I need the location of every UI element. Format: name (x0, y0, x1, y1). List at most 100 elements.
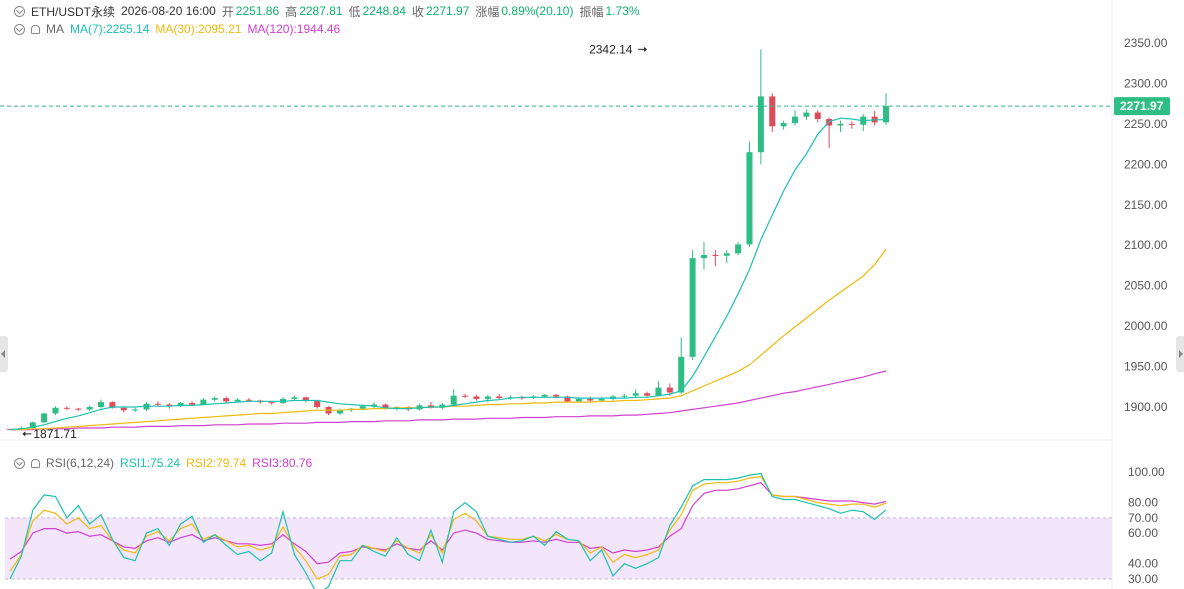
datetime-label: 2026-08-20 16:00 (121, 4, 216, 18)
rsi-tick-label: 40.00 (1128, 557, 1158, 571)
candle-body (189, 402, 196, 405)
open-label: 开 (221, 4, 234, 19)
candle-body (98, 402, 105, 407)
candle-body (769, 96, 776, 127)
low-label: 低 (348, 4, 361, 19)
marker-layer: 2271.97 2342.14 1871.71 (0, 42, 1170, 441)
candle-body (530, 396, 537, 399)
candle-body (177, 402, 184, 407)
candle-body (325, 407, 332, 414)
current-price-label: 2271.97 (1120, 99, 1164, 113)
close-label: 收 (411, 4, 424, 19)
candle-body (393, 407, 400, 409)
high-label: 高 (285, 4, 298, 19)
candle-body (609, 396, 616, 399)
price-tick-label: 2000.00 (1124, 319, 1168, 333)
candle-body (166, 404, 173, 407)
ma7-legend: MA(7):2255.14 (70, 22, 150, 36)
candle-body (405, 407, 412, 410)
candle-body (700, 254, 707, 259)
high-value: 2287.81 (299, 4, 343, 18)
rsi-tick-label: 80.00 (1128, 496, 1158, 510)
open-value: 2251.86 (235, 4, 280, 18)
candle-body (826, 119, 833, 126)
candle-body (223, 398, 230, 402)
rsi-tick-label: 70.00 (1128, 511, 1158, 525)
candle-body (382, 404, 389, 409)
ma120-line (10, 370, 887, 431)
candle-body (211, 398, 218, 400)
change-value: 0.89%(20.10) (501, 4, 574, 18)
candle-body (735, 244, 742, 254)
candle-body (644, 393, 651, 396)
grid-layer (0, 0, 1113, 589)
candle-body (837, 123, 844, 126)
candle-body (723, 253, 730, 256)
close-value: 2271.97 (426, 4, 470, 18)
rsi-collapse-icon[interactable] (14, 457, 25, 469)
rsi-legend: RSI(6,12,24) RSI1:75.24 RSI2:79.74 RSI3:… (14, 454, 318, 472)
candle-body (52, 407, 59, 414)
candle-body (29, 422, 36, 429)
candle-body (41, 413, 48, 423)
candle-body (780, 123, 787, 127)
candle-body (109, 402, 116, 408)
candle-body (814, 112, 821, 120)
candle-body (63, 407, 70, 409)
scroll-left-button[interactable] (0, 336, 8, 372)
ma30-legend: MA(30):2095.21 (155, 22, 242, 36)
candle-body (757, 96, 764, 153)
rsi-bell-icon[interactable] (31, 458, 40, 468)
candle-body (143, 403, 150, 410)
candle-body (359, 406, 366, 409)
candle-body (450, 395, 457, 405)
ma-collapse-icon[interactable] (14, 23, 25, 35)
bell-icon[interactable] (31, 24, 40, 34)
rsi-band (5, 517, 1112, 579)
high-marker-arrowhead (644, 46, 648, 52)
candle-body (575, 398, 582, 402)
symbol-label: ETH/USDT永续 (31, 4, 116, 19)
price-tick-label: 2200.00 (1124, 157, 1168, 171)
rsi2-line (9, 475, 887, 580)
rsi-tick-label: 30.00 (1128, 572, 1158, 586)
candle-body (883, 106, 889, 123)
candle-body (712, 254, 719, 256)
price-tick-label: 2250.00 (1124, 117, 1168, 131)
ma-layer (9, 117, 887, 431)
price-tick-label: 2150.00 (1124, 198, 1168, 212)
rsi-tick-label: 100.00 (1128, 465, 1165, 479)
candle-body (666, 387, 673, 393)
candle-body (7, 428, 13, 430)
candle-body (439, 404, 446, 408)
candle-body (632, 393, 639, 396)
ma7-line (9, 117, 887, 431)
candle-body (746, 152, 753, 245)
candle-body (689, 258, 696, 357)
price-tick-label: 1950.00 (1124, 360, 1168, 374)
rsi-tick-label: 60.00 (1128, 526, 1158, 540)
candle-body (860, 116, 867, 125)
price-tick-label: 1900.00 (1124, 400, 1168, 414)
candle-body (302, 397, 309, 401)
candle-body (234, 399, 241, 402)
candle-body (621, 395, 628, 397)
candle-body (314, 400, 321, 407)
low-marker-arrowhead (22, 431, 26, 437)
candle-body (655, 387, 662, 396)
collapse-toggle-icon[interactable] (14, 5, 25, 17)
candle-body (132, 409, 139, 411)
candle-body (86, 407, 93, 410)
amplitude-value: 1.73% (605, 4, 640, 18)
price-tick-label: 2350.00 (1124, 36, 1168, 50)
change-label: 涨幅 (475, 4, 500, 19)
candle-body (587, 398, 594, 401)
ma120-legend: MA(120):1944.46 (247, 22, 341, 36)
candle-body (462, 395, 469, 397)
candle-body (371, 404, 378, 407)
scroll-right-button[interactable] (1176, 336, 1184, 372)
candle-body (507, 397, 514, 399)
current-price-tag (1114, 97, 1170, 116)
